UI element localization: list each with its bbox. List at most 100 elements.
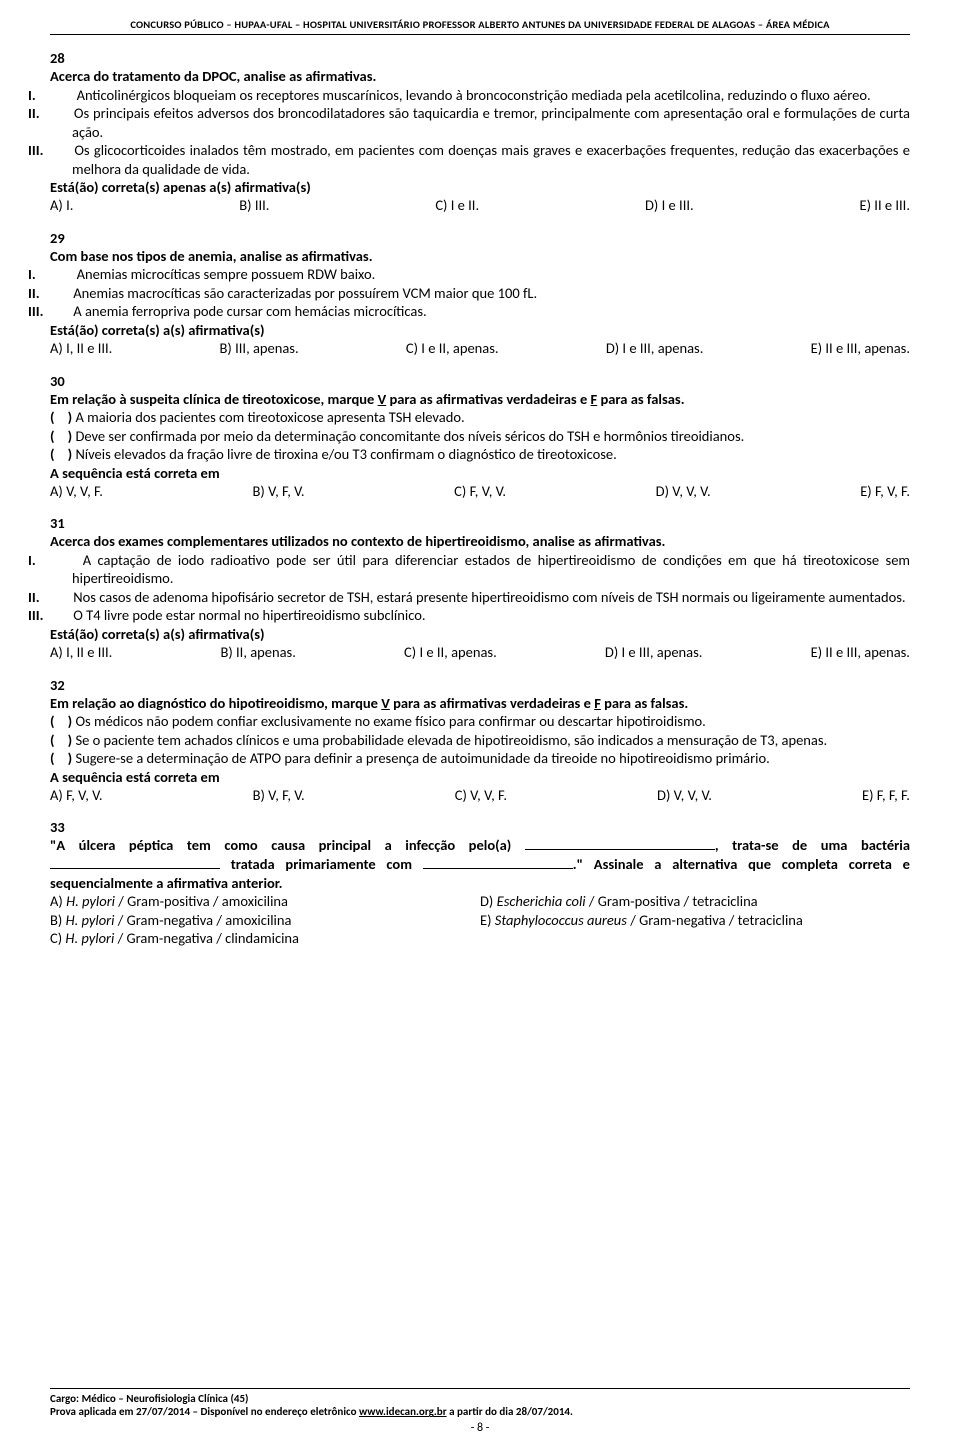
paren: ( ) xyxy=(50,427,75,445)
opt-b: B) V, F, V. xyxy=(253,482,305,501)
roman: III. xyxy=(50,141,70,160)
blank-1 xyxy=(525,836,715,850)
q29-options: A) I, II e III. B) III, apenas. C) I e I… xyxy=(50,339,910,358)
opt-a: A) H. pylori / Gram-positiva / amoxicili… xyxy=(50,892,480,911)
opt-c: C) H. pylori / Gram-negativa / clindamic… xyxy=(50,929,480,948)
stmt-text: Os principais efeitos adversos dos bronc… xyxy=(72,104,910,141)
opt-b: B) III, apenas. xyxy=(220,339,299,358)
q31-lead: Está(ão) correta(s) a(s) afirmativa(s) xyxy=(50,625,910,643)
roman: III. xyxy=(50,302,70,321)
roman: III. xyxy=(50,606,70,625)
vf-text: Níveis elevados da fração livre de tirox… xyxy=(75,445,616,463)
q30-lead: A sequência está correta em xyxy=(50,464,910,482)
q28-number: 28 xyxy=(50,49,910,67)
post: para as falsas. xyxy=(601,694,688,712)
opt-a: A) I, II e III. xyxy=(50,643,112,662)
exam-header: CONCURSO PÚBLICO – HUPAA-UFAL – HOSPITAL… xyxy=(50,18,910,35)
paren: ( ) xyxy=(50,445,75,463)
opt-e: E) F, F, F. xyxy=(862,786,910,805)
opt-italic: Escherichia coli xyxy=(497,892,586,910)
opt-e: E) II e III, apenas. xyxy=(811,339,910,358)
q29-number: 29 xyxy=(50,229,910,247)
opt-c: C) I e II. xyxy=(435,196,479,215)
opt-pre: D) xyxy=(480,892,497,910)
opt-a: A) V, V, F. xyxy=(50,482,103,501)
roman: I. xyxy=(50,265,70,284)
quote-mid2: tratada primariamente com xyxy=(220,855,423,873)
pre: Em relação ao diagnóstico do hipotireoid… xyxy=(50,694,381,712)
q29-stmt-3: III. A anemia ferropriva pode cursar com… xyxy=(50,302,910,321)
q29-lead: Está(ão) correta(s) a(s) afirmativa(s) xyxy=(50,321,910,339)
opt-post: / Gram-positiva / amoxicilina xyxy=(115,892,288,910)
blank-2 xyxy=(50,855,220,869)
opt-d: D) Escherichia coli / Gram-positiva / te… xyxy=(480,892,910,911)
paren: ( ) xyxy=(50,712,75,730)
stmt-text: Anemias macrocíticas são caracterizadas … xyxy=(73,284,537,302)
opt-d: D) V, V, V. xyxy=(656,482,711,501)
vf-text: Se o paciente tem achados clínicos e uma… xyxy=(75,731,827,749)
q32-vf-3: ( ) Sugere-se a determinação de ATPO par… xyxy=(50,749,910,768)
q31-stmt-2: II. Nos casos de adenoma hipofisário sec… xyxy=(50,588,910,607)
footer-line: Prova aplicada em 27/07/2014 – Disponíve… xyxy=(50,1405,910,1419)
opt-e: E) F, V, F. xyxy=(860,482,910,501)
opt-pre: A) xyxy=(50,892,66,910)
opt-b: B) II, apenas. xyxy=(220,643,295,662)
q33-prompt: "A úlcera péptica tem como causa princip… xyxy=(50,836,910,892)
roman: II. xyxy=(50,104,70,123)
roman: I. xyxy=(50,551,70,570)
q31-prompt: Acerca dos exames complementares utiliza… xyxy=(50,532,910,551)
roman: I. xyxy=(50,86,70,105)
q31-stmt-1: I. A captação de iodo radioativo pode se… xyxy=(50,551,910,588)
q30-number: 30 xyxy=(50,372,910,390)
opt-pre: B) xyxy=(50,911,66,929)
stmt-text: Os glicocorticoides inalados têm mostrad… xyxy=(72,141,910,178)
exam-page: CONCURSO PÚBLICO – HUPAA-UFAL – HOSPITAL… xyxy=(0,0,960,1450)
q30-options: A) V, V, F. B) V, F, V. C) F, V, V. D) V… xyxy=(50,482,910,501)
opt-c: C) I e II, apenas. xyxy=(404,643,497,662)
page-footer: Cargo: Médico – Neurofisiologia Clínica … xyxy=(50,1388,910,1437)
q30-vf-2: ( ) Deve ser confirmada por meio da dete… xyxy=(50,427,910,446)
v-mark: V xyxy=(378,390,387,408)
q31-stmt-3: III. O T4 livre pode estar normal no hip… xyxy=(50,606,910,625)
q30-vf-3: ( ) Níveis elevados da fração livre de t… xyxy=(50,445,910,464)
opt-italic: H. pylori xyxy=(65,929,114,947)
vf-text: Os médicos não podem confiar exclusivame… xyxy=(75,712,705,730)
roman: II. xyxy=(50,284,70,303)
q32-lead: A sequência está correta em xyxy=(50,768,910,786)
vf-text: Sugere-se a determinação de ATPO para de… xyxy=(75,749,769,767)
q32-prompt: Em relação ao diagnóstico do hipotireoid… xyxy=(50,694,910,713)
opt-italic: Staphylococcus aureus xyxy=(495,911,627,929)
post: para as falsas. xyxy=(597,390,684,408)
q28-prompt: Acerca do tratamento da DPOC, analise as… xyxy=(50,67,910,86)
opt-post: / Gram-negativa / tetraciclina xyxy=(627,911,803,929)
opt-c: C) F, V, V. xyxy=(454,482,506,501)
stmt-text: O T4 livre pode estar normal no hipertir… xyxy=(73,606,425,624)
v-mark: V xyxy=(381,694,390,712)
opt-italic: H. pylori xyxy=(66,892,115,910)
opt-b: B) III. xyxy=(239,196,269,215)
opt-a: A) I, II e III. xyxy=(50,339,112,358)
quote-mid1: , trata-se de uma bactéria xyxy=(715,836,910,854)
stmt-text: A anemia ferropriva pode cursar com hemá… xyxy=(73,302,426,320)
mid: para as afirmativas verdadeiras e xyxy=(390,694,594,712)
q28-stmt-1: I. Anticolinérgicos bloqueiam os recepto… xyxy=(50,86,910,105)
opt-d: D) I e III, apenas. xyxy=(606,339,704,358)
q28-stmt-2: II. Os principais efeitos adversos dos b… xyxy=(50,104,910,141)
paren: ( ) xyxy=(50,749,75,767)
q29-stmt-1: I. Anemias microcíticas sempre possuem R… xyxy=(50,265,910,284)
q33-options: A) H. pylori / Gram-positiva / amoxicili… xyxy=(50,892,910,948)
q30-prompt: Em relação à suspeita clínica de tireoto… xyxy=(50,390,910,409)
q28-options: A) I. B) III. C) I e II. D) I e III. E) … xyxy=(50,196,910,215)
opt-d: D) I e III. xyxy=(645,196,694,215)
q31-options: A) I, II e III. B) II, apenas. C) I e II… xyxy=(50,643,910,662)
paren: ( ) xyxy=(50,408,75,426)
q32-vf-1: ( ) Os médicos não podem confiar exclusi… xyxy=(50,712,910,731)
mid: para as afirmativas verdadeiras e xyxy=(386,390,590,408)
stmt-text: Nos casos de adenoma hipofisário secreto… xyxy=(73,588,905,606)
opt-c: C) I e II, apenas. xyxy=(406,339,499,358)
opt-pre: E) xyxy=(480,911,495,929)
opt-e: E) Staphylococcus aureus / Gram-negativa… xyxy=(480,911,910,930)
stmt-text: Anticolinérgicos bloqueiam os receptores… xyxy=(77,86,871,104)
stmt-text: A captação de iodo radioativo pode ser ú… xyxy=(72,551,910,588)
page-number: - 8 - xyxy=(50,1421,910,1436)
